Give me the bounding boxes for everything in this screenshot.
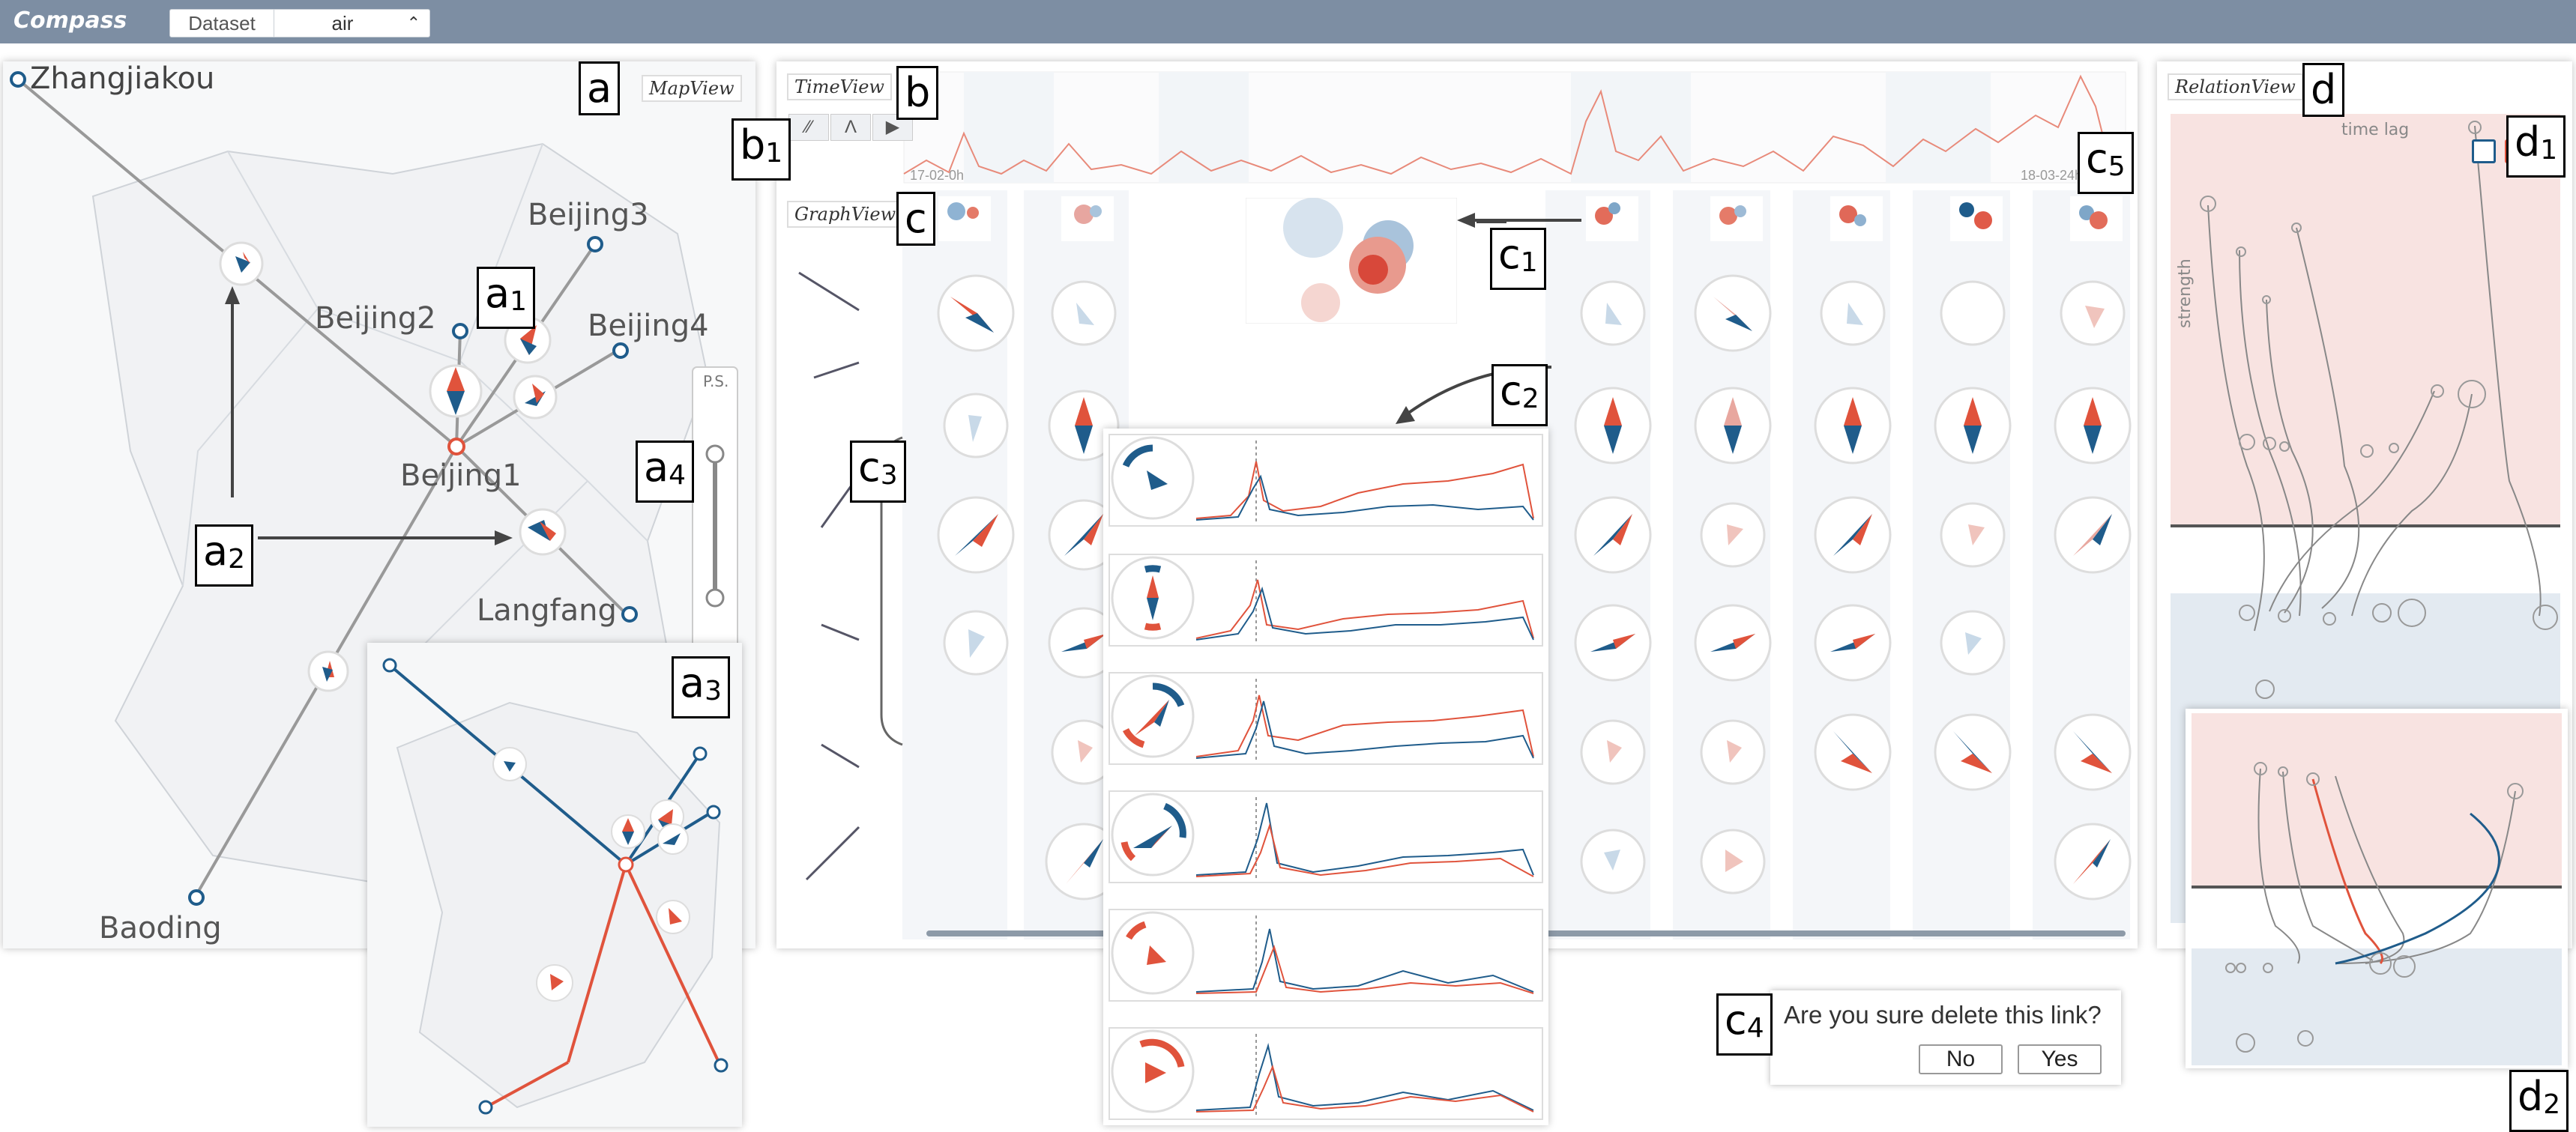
peak-tool-icon[interactable]: Λ	[830, 114, 871, 141]
map-subview-panel	[367, 643, 742, 1127]
time-tools: ∕∕ Λ ▶	[788, 114, 916, 141]
dataset-value: air	[331, 12, 354, 34]
city-label: Langfang	[477, 593, 617, 628]
x-axis-label: time lag	[2341, 121, 2409, 139]
tag-c5: c5	[2078, 132, 2134, 194]
y-axis-label: strength	[2176, 258, 2195, 328]
link-detail-chart[interactable]	[1103, 429, 1548, 1125]
city-label: Beijing3	[528, 198, 649, 232]
compass-glyph[interactable]	[429, 364, 483, 418]
tag-c: c	[896, 192, 935, 246]
tag-a: a	[579, 61, 621, 115]
heatmap-detail[interactable]	[1246, 198, 1457, 324]
brush-tool-icon[interactable]: ∕∕	[788, 114, 829, 141]
tag-a3: a3	[672, 656, 730, 718]
tag-c4: c4	[1716, 993, 1773, 1056]
dialog-message: Are you sure delete this link?	[1784, 1001, 2102, 1029]
compass-glyph[interactable]	[307, 650, 349, 692]
tag-c2: c2	[1491, 364, 1548, 426]
yes-button[interactable]: Yes	[2018, 1044, 2102, 1074]
tag-a1: a1	[477, 267, 535, 329]
view-label: GraphView	[787, 201, 904, 228]
time-start-label: 17-02-0h	[910, 168, 965, 183]
view-label: RelationView	[2168, 73, 2303, 100]
tag-b1: b1	[732, 118, 791, 181]
blue-filter-checkbox[interactable]	[2472, 139, 2496, 163]
compass-glyph[interactable]	[504, 316, 552, 364]
relation-subview-panel	[2186, 709, 2568, 1068]
play-icon[interactable]: ▶	[872, 114, 913, 141]
time-end-label: 18-03-24h	[2021, 168, 2083, 183]
slider-handle[interactable]	[705, 588, 725, 608]
chevron-up-icon[interactable]: ⌃	[406, 13, 420, 32]
tag-b: b	[896, 66, 939, 120]
app-title: Compass	[13, 7, 127, 34]
dataset-select[interactable]: Dataset air ⌃	[169, 9, 430, 37]
city-label: Zhangjiakou	[30, 61, 214, 96]
compass-glyph[interactable]	[513, 375, 558, 420]
tag-c1: c1	[1490, 228, 1546, 290]
city-label: Beijing2	[315, 301, 436, 336]
no-button[interactable]: No	[1919, 1044, 2003, 1074]
view-label: TimeView	[787, 73, 892, 100]
slider-handle[interactable]	[705, 444, 725, 464]
compass-glyph[interactable]	[519, 508, 567, 556]
city-label: Baoding	[99, 911, 222, 945]
map-view-panel: Zhangjiakou Beijing3 Beijing2 Beijing4 B…	[3, 61, 755, 948]
tag-d: d	[2302, 63, 2345, 117]
link-detail-list	[1103, 429, 1548, 1125]
tag-a4: a4	[636, 441, 694, 503]
view-label: MapView	[642, 75, 742, 102]
delete-link-dialog: Are you sure delete this link? No Yes	[1770, 990, 2121, 1085]
tag-d2: d2	[2509, 1070, 2569, 1132]
city-label: Beijing1	[400, 458, 522, 493]
tag-d1: d1	[2506, 115, 2566, 178]
top-bar: Compass Dataset air ⌃	[0, 0, 2576, 43]
ps-label: P.S.	[703, 372, 729, 390]
dataset-label: Dataset	[170, 10, 274, 37]
compass-glyph[interactable]	[219, 241, 264, 286]
time-series-chart[interactable]	[776, 61, 2138, 189]
map-subview-canvas[interactable]	[367, 643, 742, 1127]
city-label: Beijing4	[588, 309, 709, 343]
tag-a2: a2	[195, 524, 253, 587]
tag-c3: c3	[850, 441, 906, 503]
relation-scatter-detail[interactable]	[2186, 709, 2568, 1068]
